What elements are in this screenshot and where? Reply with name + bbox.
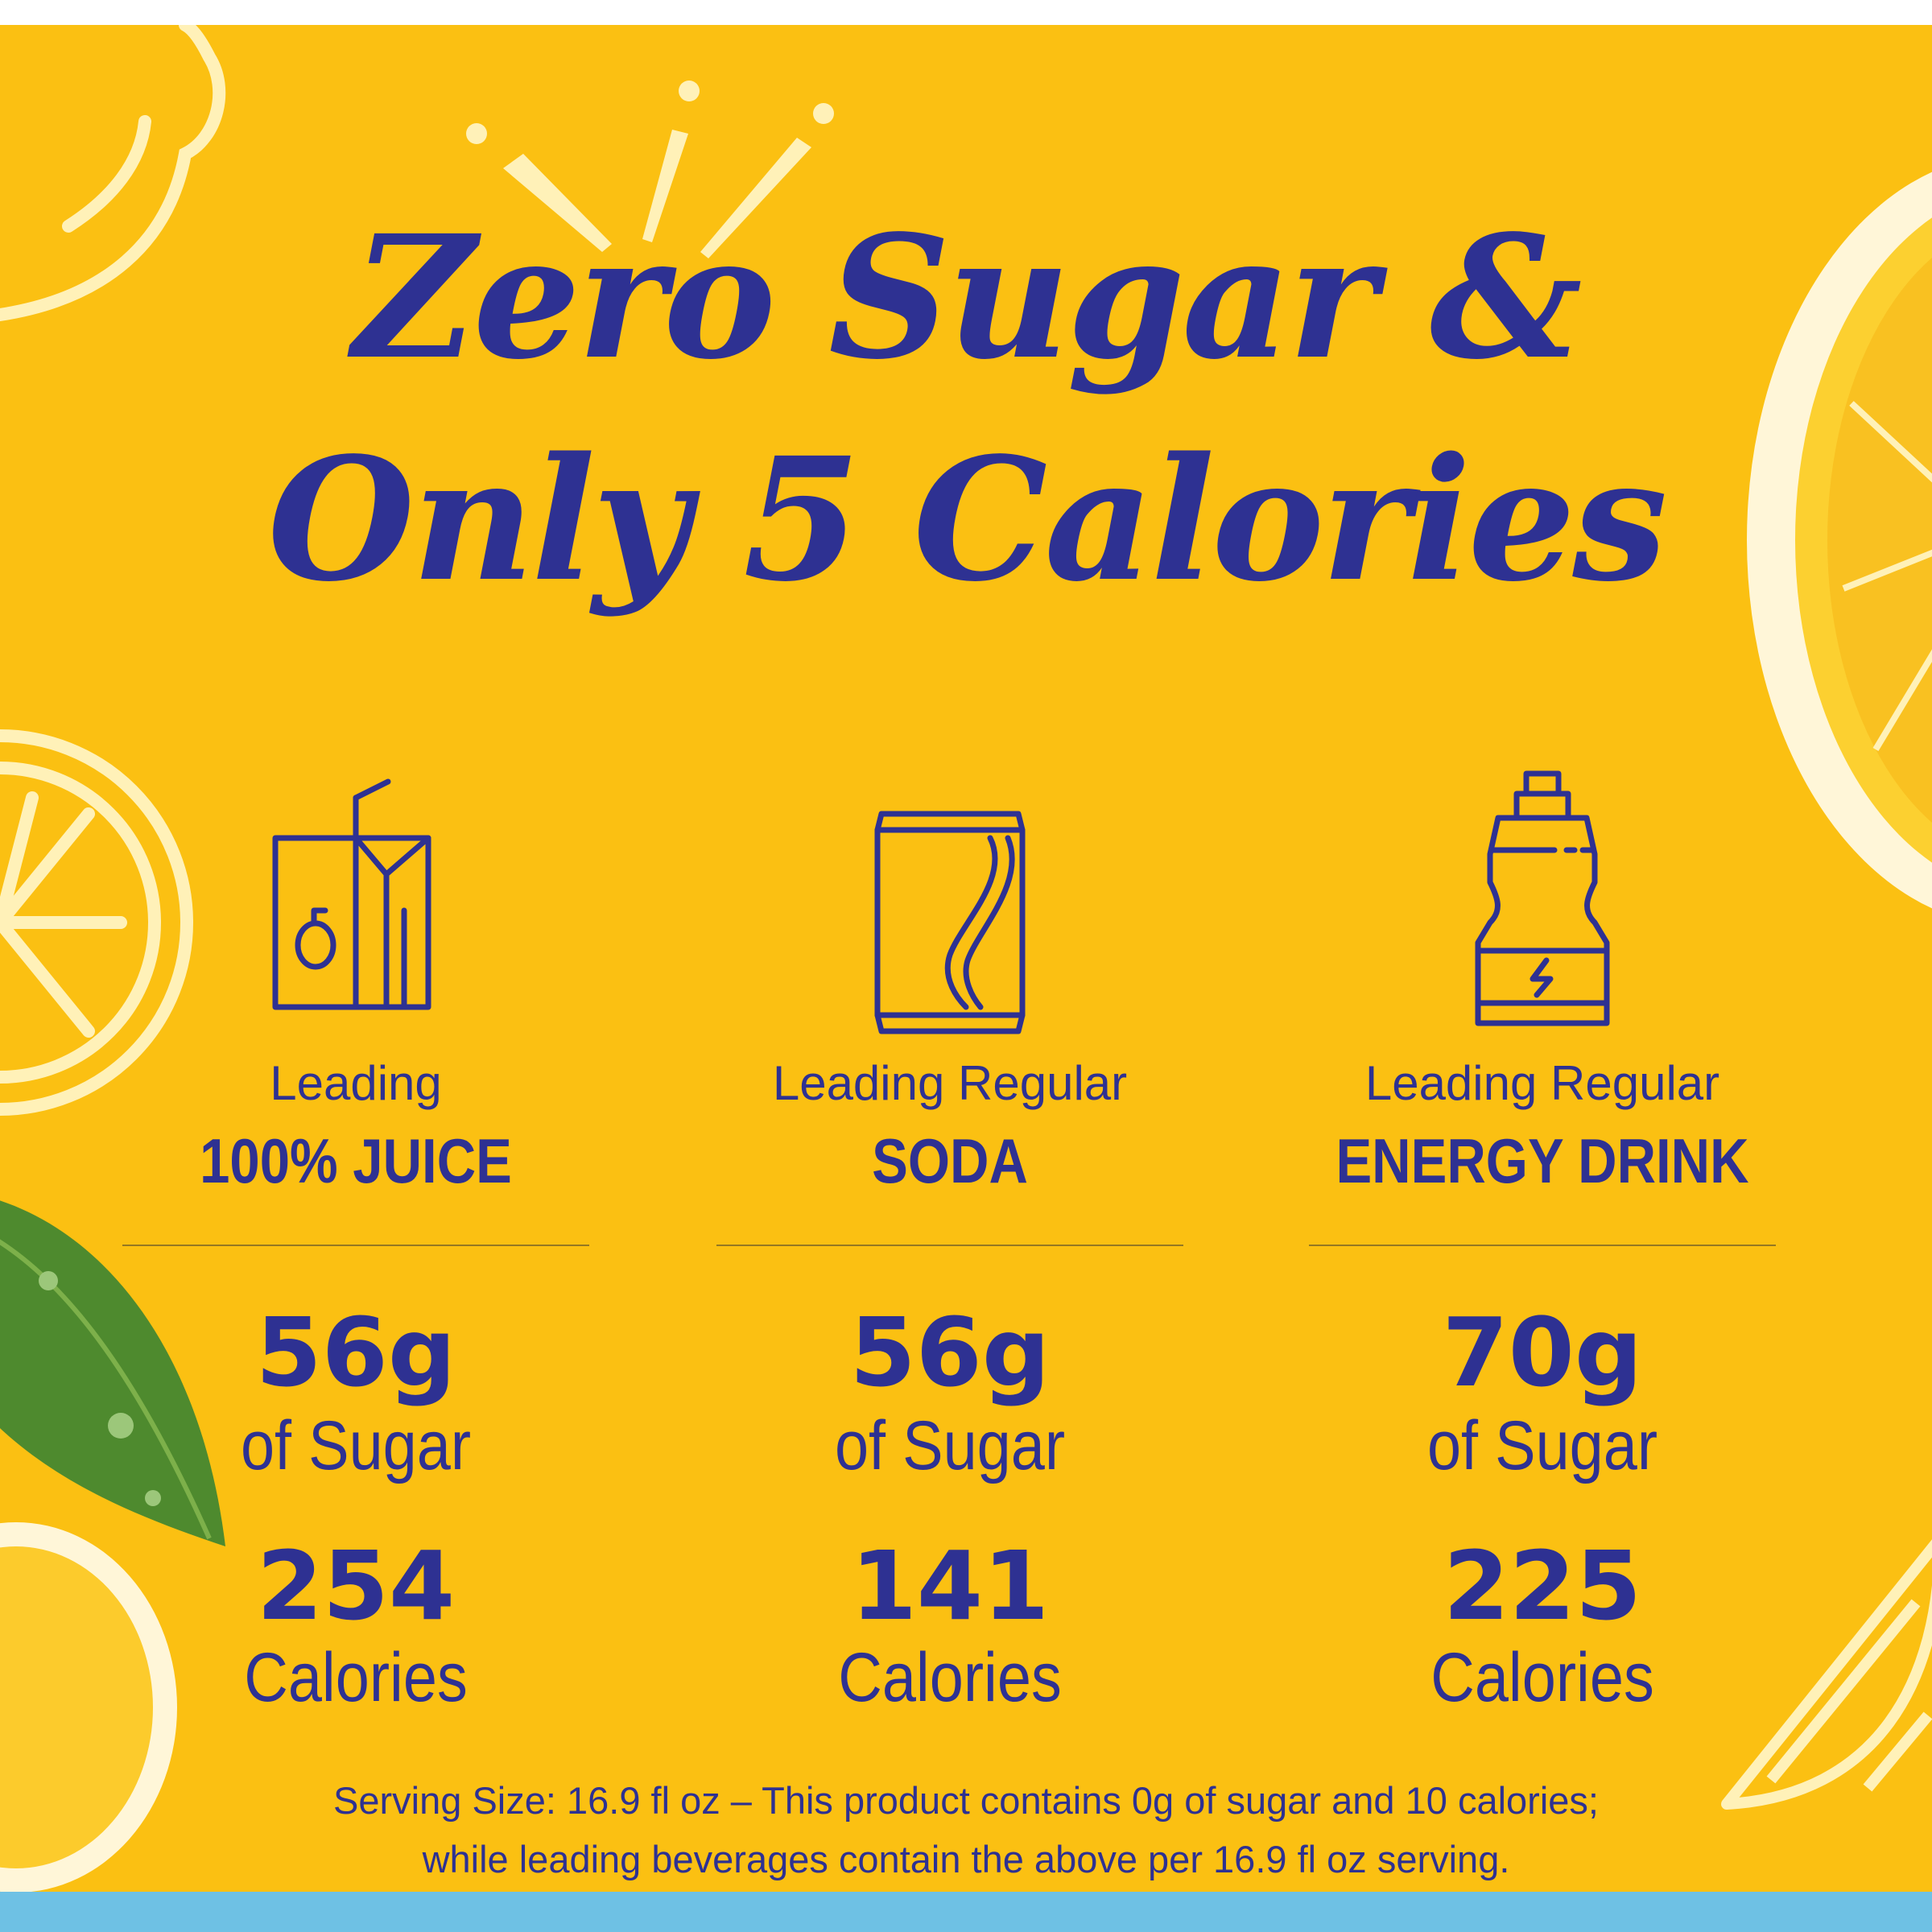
sugar-label: of Sugar [1426, 1407, 1658, 1484]
sugar-label: of Sugar [240, 1407, 472, 1484]
calorie-label: Calories [838, 1639, 1062, 1716]
lemon-slice-left-icon [0, 729, 193, 1116]
comparison-soda: Leading Regular SODA 56g of Sugar 141 Ca… [708, 25, 1191, 1892]
calorie-value: 254 [256, 1530, 456, 1641]
sugar-value: 56g [849, 1297, 1051, 1408]
label-main: SODA [872, 1125, 1028, 1196]
comparison-juice: Leading 100% JUICE 56g of Sugar 254 Calo… [114, 25, 597, 1892]
calorie-value: 225 [1443, 1530, 1642, 1641]
lemon-wedge-bottom-right-icon [1721, 1539, 1932, 1810]
headline-line-1: Zero Sugar & [353, 198, 1582, 397]
juice-box-icon [272, 778, 431, 1010]
label-top: Leading Regular [772, 1056, 1128, 1110]
yellow-panel: Zero Sugar & Only 5 Calories Leading 100… [0, 25, 1932, 1892]
label-main: ENERGY DRINK [1335, 1125, 1749, 1196]
calorie-label: Calories [244, 1639, 468, 1716]
divider [716, 1245, 1183, 1246]
leaf-and-lemon-bottom-left-icon [0, 1200, 225, 1892]
sugar-value: 56g [255, 1297, 456, 1408]
calorie-label: Calories [1430, 1639, 1654, 1716]
serving-size-footnote: Serving Size: 16.9 fl oz – This product … [0, 1772, 1932, 1889]
splash-marks-icon [466, 80, 834, 258]
divider [122, 1245, 589, 1246]
lemon-half-right-icon [1747, 171, 1932, 909]
divider [1309, 1245, 1776, 1246]
headline-line-2: Only 5 Calories [267, 420, 1667, 619]
energy-drink-bottle-icon [1475, 770, 1610, 1026]
label-top: Leading [270, 1056, 442, 1110]
bottom-accent-bar [0, 1892, 1932, 1932]
sugar-label: of Sugar [834, 1407, 1066, 1484]
footnote-line-1: Serving Size: 16.9 fl oz – This product … [333, 1779, 1599, 1822]
lemon-outline-top-left-icon [0, 25, 226, 321]
calorie-value: 141 [850, 1530, 1050, 1641]
comparison-energy-drink: Leading Regular ENERGY DRINK 70g of Suga… [1301, 25, 1784, 1892]
label-top: Leading Regular [1364, 1056, 1720, 1110]
sugar-value: 70g [1442, 1297, 1643, 1408]
label-main: 100% JUICE [200, 1125, 512, 1196]
lemon-decorations [0, 25, 1932, 1892]
footnote-line-2: while leading beverages contain the abov… [422, 1837, 1510, 1880]
soda-can-icon [874, 811, 1026, 1034]
